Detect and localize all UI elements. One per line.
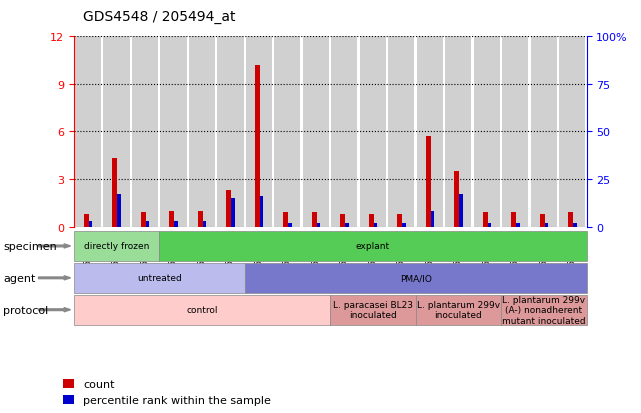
Text: L. plantarum 299v
(A-) nonadherent
mutant inoculated: L. plantarum 299v (A-) nonadherent mutan…: [502, 295, 586, 325]
Bar: [217, 37, 244, 227]
Bar: [417, 37, 443, 227]
Bar: [516, 223, 520, 227]
Bar: [474, 37, 500, 227]
Bar: [317, 223, 320, 227]
Bar: [260, 197, 263, 227]
Text: L. paracasei BL23
inoculated: L. paracasei BL23 inoculated: [333, 300, 413, 320]
Bar: [112, 159, 117, 227]
Bar: [483, 213, 488, 227]
Bar: [75, 37, 101, 227]
Bar: [174, 221, 178, 227]
Bar: [340, 214, 345, 227]
Bar: [397, 214, 402, 227]
Bar: [402, 223, 406, 227]
Text: control: control: [186, 306, 218, 314]
Text: protocol: protocol: [3, 305, 49, 315]
Bar: [559, 37, 585, 227]
Bar: [169, 211, 174, 227]
Bar: [140, 213, 146, 227]
Text: directly frozen: directly frozen: [84, 242, 149, 251]
Bar: [103, 37, 129, 227]
Bar: [511, 213, 516, 227]
Bar: [117, 195, 121, 227]
Bar: [331, 37, 358, 227]
Bar: [374, 223, 377, 227]
Bar: [540, 214, 545, 227]
Bar: [84, 214, 89, 227]
Bar: [303, 37, 329, 227]
Bar: [231, 199, 235, 227]
Bar: [488, 223, 491, 227]
Bar: [246, 37, 272, 227]
Bar: [388, 37, 415, 227]
Bar: [360, 37, 386, 227]
Bar: [274, 37, 301, 227]
Bar: [160, 37, 187, 227]
Bar: [345, 223, 349, 227]
Bar: [283, 213, 288, 227]
Bar: [502, 37, 528, 227]
Text: agent: agent: [3, 273, 36, 283]
Bar: [312, 213, 317, 227]
Bar: [197, 211, 203, 227]
Bar: [445, 37, 471, 227]
Bar: [369, 214, 374, 227]
Text: explant: explant: [356, 242, 390, 251]
Bar: [189, 37, 215, 227]
Bar: [426, 137, 431, 227]
Bar: [531, 37, 557, 227]
Bar: [431, 212, 434, 227]
Bar: [545, 223, 548, 227]
Text: untreated: untreated: [137, 274, 181, 282]
Bar: [459, 195, 463, 227]
Bar: [89, 221, 92, 227]
Text: GDS4548 / 205494_at: GDS4548 / 205494_at: [83, 10, 236, 24]
Bar: [288, 223, 292, 227]
Legend: count, percentile rank within the sample: count, percentile rank within the sample: [63, 379, 271, 406]
Text: L. plantarum 299v
inoculated: L. plantarum 299v inoculated: [417, 300, 500, 320]
Bar: [454, 172, 459, 227]
Bar: [568, 213, 573, 227]
Text: PMA/IO: PMA/IO: [399, 274, 431, 282]
Bar: [226, 191, 231, 227]
Text: specimen: specimen: [3, 241, 57, 252]
Bar: [254, 66, 260, 227]
Bar: [573, 223, 576, 227]
Bar: [132, 37, 158, 227]
Bar: [203, 221, 206, 227]
Bar: [146, 221, 149, 227]
